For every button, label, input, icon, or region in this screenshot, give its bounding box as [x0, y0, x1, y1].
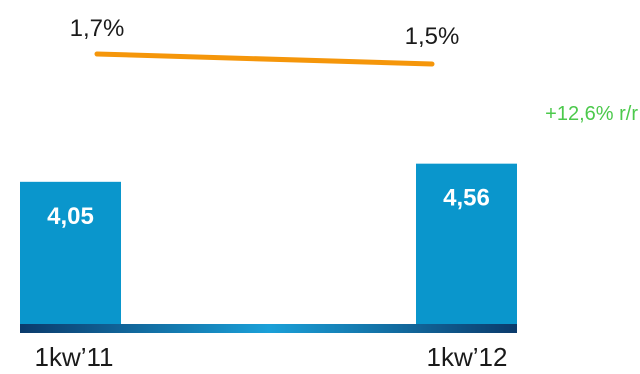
- bar-1kw12: [416, 163, 517, 326]
- bar-1kw11: [20, 181, 121, 326]
- x-axis-baseline: [20, 324, 517, 333]
- change-annotation: +12,6% r/r: [545, 103, 638, 125]
- bar-value-label-1kw11: 4,05: [47, 203, 94, 230]
- category-label-1kw11: 1kw’11: [34, 342, 113, 372]
- bar-value-label-1kw12: 4,56: [443, 185, 490, 212]
- category-label-1kw12: 1kw’12: [427, 342, 508, 372]
- percentage-trend-line: [94, 51, 435, 67]
- pct-label-1kw11: 1,7%: [70, 15, 125, 42]
- pct-label-1kw12: 1,5%: [405, 23, 460, 50]
